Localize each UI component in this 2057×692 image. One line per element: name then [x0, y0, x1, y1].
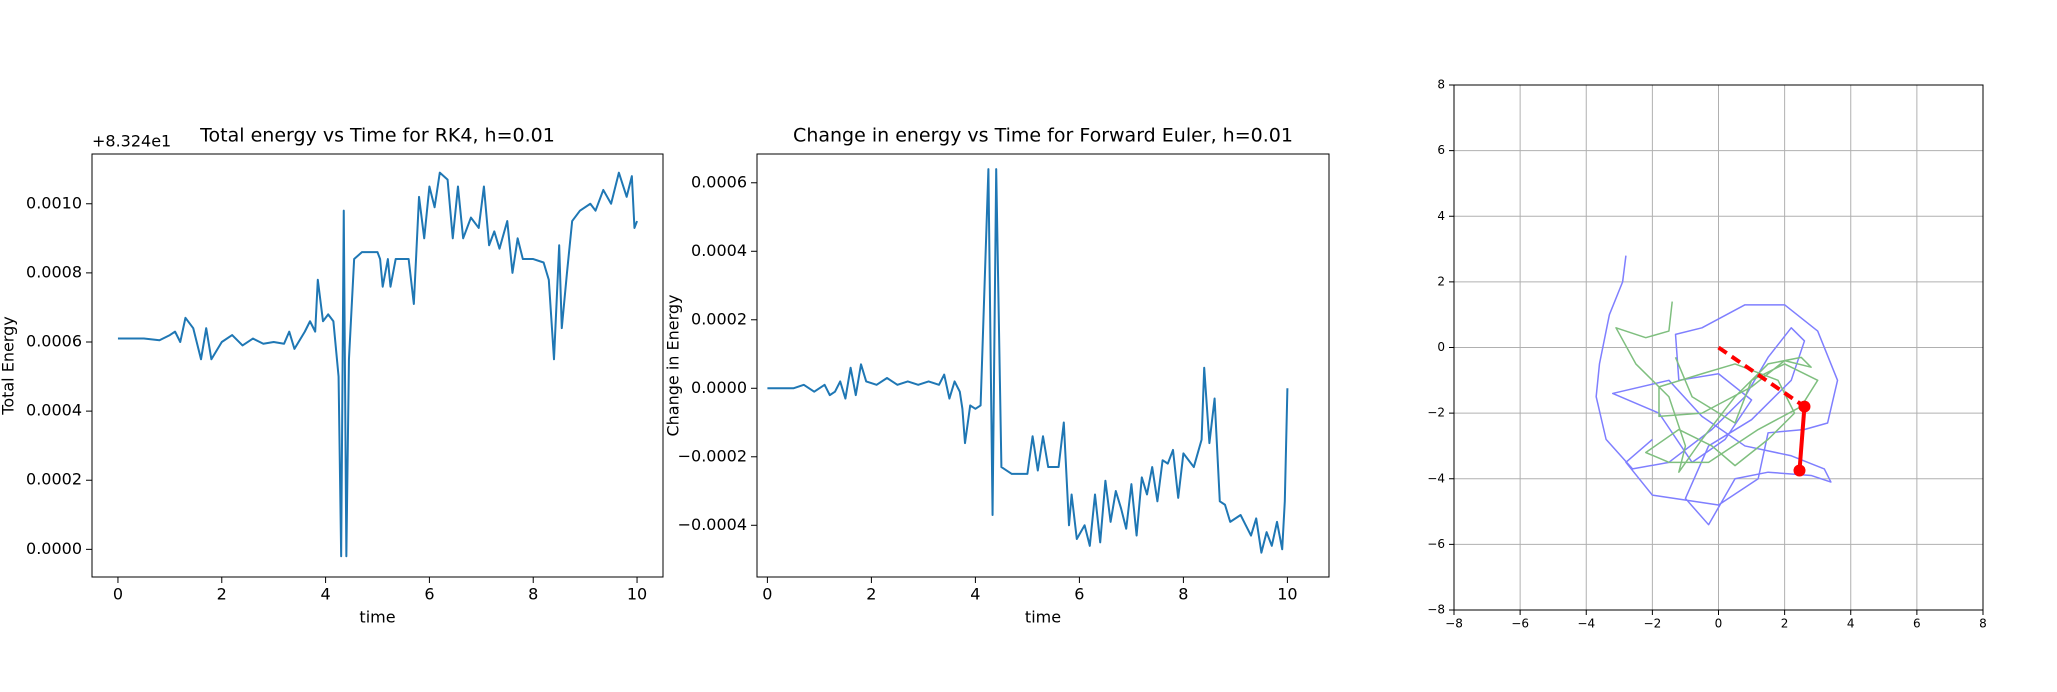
y-tick-label: 0.0000	[26, 539, 82, 558]
y-tick-label: 2	[1437, 274, 1445, 288]
x-tick-label: 6	[424, 585, 434, 604]
y-tick-label: 0.0010	[26, 193, 82, 212]
y-tick-label: 0.0004	[691, 241, 747, 260]
offset-text: +8.324e1	[92, 132, 171, 151]
subplot: 0 2 4 6 8 10 0.0000 0.0002 0.0004 0.0006 0.0008 0.0…	[0, 125, 664, 627]
x-tick-label: −6	[1511, 617, 1529, 631]
x-tick-label: 0	[113, 585, 123, 604]
y-tick-label: 4	[1437, 209, 1445, 223]
x-tick-label: 0	[762, 585, 772, 604]
x-tick-label: 10	[627, 585, 647, 604]
y-tick-label: 0.0004	[26, 401, 82, 420]
y-tick-label: −8	[1427, 603, 1445, 617]
y-tick-label: −0.0004	[678, 515, 747, 534]
y-tick-label: 8	[1437, 78, 1445, 92]
axes-frame	[1453, 84, 1984, 611]
y-tick-label: 0.0002	[26, 470, 82, 489]
y-tick-label: 0.0000	[691, 378, 747, 397]
y-tick-label: −6	[1427, 537, 1445, 551]
y-tick-label: 6	[1437, 143, 1445, 157]
x-axis-label: time	[1025, 608, 1061, 627]
y-tick-label: −4	[1427, 471, 1445, 485]
y-axis-label: Change in Energy	[664, 294, 683, 436]
x-tick-label: 2	[217, 585, 227, 604]
x-tick-label: 4	[320, 585, 330, 604]
chart-title: Change in energy vs Time for Forward Eul…	[793, 125, 1293, 147]
data-line	[1595, 255, 1839, 526]
x-tick-label: 6	[1074, 585, 1084, 604]
chart-title: Total energy vs Time for RK4, h=0.01	[199, 125, 555, 147]
data-line	[1717, 345, 1806, 409]
x-tick-label: −4	[1577, 617, 1595, 631]
data-line	[1797, 406, 1807, 471]
x-tick-label: 8	[1979, 617, 1987, 631]
y-tick-label: 0.0006	[26, 332, 82, 351]
x-tick-label: 4	[1847, 617, 1855, 631]
x-tick-label: 8	[528, 585, 538, 604]
x-tick-label: 6	[1913, 617, 1921, 631]
data-point	[1798, 400, 1811, 413]
data-line	[117, 171, 638, 558]
x-axis-label: time	[359, 608, 395, 627]
data-line	[1615, 301, 1819, 473]
x-tick-label: 2	[866, 585, 876, 604]
x-tick-label: −8	[1445, 617, 1463, 631]
subplot: 0 2 4 6 8 10 −0.0004 −0.0002 0.0000 0.0002 0.0004 0…	[664, 125, 1330, 627]
x-tick-label: −2	[1644, 617, 1662, 631]
axes-frame	[91, 153, 664, 578]
x-tick-label: 2	[1781, 617, 1789, 631]
x-tick-label: 4	[970, 585, 980, 604]
y-tick-label: 0.0008	[26, 262, 82, 281]
data-point	[1793, 464, 1806, 477]
axes-frame	[756, 153, 1330, 578]
x-tick-label: 0	[1715, 617, 1723, 631]
x-tick-label: 10	[1277, 585, 1297, 604]
subplot: −8 −6 −4 −2 0 2 4 6 8 −8 −6 −4 −2 0 2 4 6 8	[1427, 78, 1987, 631]
y-tick-label: −0.0002	[678, 446, 747, 465]
x-tick-label: 8	[1178, 585, 1188, 604]
y-axis-label: Total Energy	[0, 316, 18, 415]
y-tick-label: 0.0006	[691, 172, 747, 191]
y-tick-label: 0.0002	[691, 309, 747, 328]
y-tick-label: 0	[1437, 340, 1445, 354]
data-line	[767, 168, 1289, 554]
y-tick-label: −2	[1427, 406, 1445, 420]
